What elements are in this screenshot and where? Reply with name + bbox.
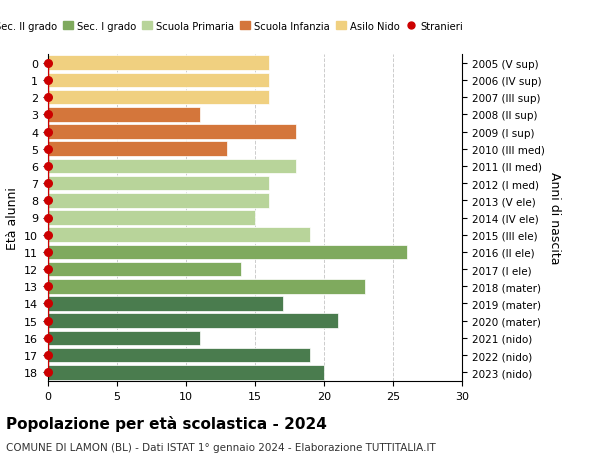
Bar [48,159,296,174]
Text: COMUNE DI LAMON (BL) - Dati ISTAT 1° gennaio 2024 - Elaborazione TUTTITALIA.IT: COMUNE DI LAMON (BL) - Dati ISTAT 1° gen… [6,442,436,452]
Bar [48,245,407,260]
Bar [48,262,241,277]
Bar [48,211,255,225]
Bar [48,280,365,294]
Bar [48,313,338,328]
Point [43,266,53,273]
Point [43,163,53,170]
Point [43,112,53,119]
Point [43,197,53,205]
Bar [48,297,283,311]
Bar [48,365,324,380]
Bar [48,108,200,123]
Point [43,214,53,222]
Bar [48,91,269,105]
Legend: Sec. II grado, Sec. I grado, Scuola Primaria, Scuola Infanzia, Asilo Nido, Stran: Sec. II grado, Sec. I grado, Scuola Prim… [0,18,467,36]
Bar [48,73,269,88]
Y-axis label: Età alunni: Età alunni [5,187,19,249]
Bar [48,194,269,208]
Point [43,283,53,290]
Point [43,352,53,359]
Point [43,60,53,67]
Point [43,94,53,101]
Point [43,180,53,187]
Point [43,129,53,136]
Bar [48,348,310,363]
Point [43,317,53,325]
Bar [48,56,269,71]
Point [43,77,53,84]
Point [43,249,53,256]
Bar [48,176,269,191]
Bar [48,125,296,140]
Point [43,369,53,376]
Point [43,300,53,308]
Point [43,335,53,342]
Point [43,146,53,153]
Text: Popolazione per età scolastica - 2024: Popolazione per età scolastica - 2024 [6,415,327,431]
Y-axis label: Anni di nascita: Anni di nascita [548,172,561,264]
Bar [48,228,310,242]
Bar [48,142,227,157]
Bar [48,331,200,345]
Point [43,231,53,239]
